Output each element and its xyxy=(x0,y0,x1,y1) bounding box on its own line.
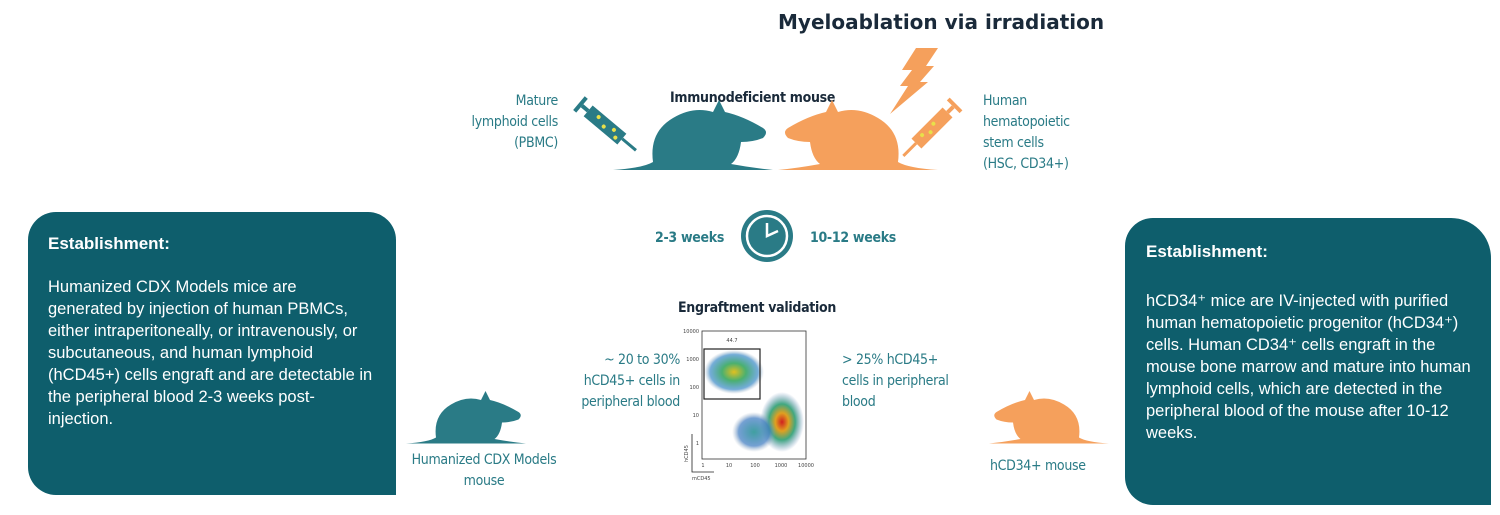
x-tick: 100 xyxy=(750,463,760,469)
x-tick: 10 xyxy=(726,463,732,469)
mature-lymphoid-label: Mature lymphoid cells (PBMC) xyxy=(440,91,559,154)
box-heading: Establishment: xyxy=(48,234,170,253)
label-line: (HSC, CD34+) xyxy=(983,156,1069,172)
timeline-left: 2-3 weeks xyxy=(655,230,725,246)
x-tick: 1000 xyxy=(775,463,788,469)
syringe-orange-icon xyxy=(902,97,963,157)
lightning-icon xyxy=(890,48,938,114)
y-axis-label: hCD45 xyxy=(684,445,690,462)
flow-cytometry-plot: 44.7 10000 1000 100 10 1 1 10 100 1000 1… xyxy=(683,329,814,482)
left-engraftment-note: ~ 20 to 30% hCD45+ cells in peripheral b… xyxy=(540,350,680,413)
box-heading: Establishment: xyxy=(1146,242,1268,261)
gate xyxy=(703,348,761,400)
note-line: cells in peripheral xyxy=(842,373,949,389)
label-line: mouse xyxy=(463,473,505,489)
hcd34-mouse-icon xyxy=(985,385,1113,445)
mouse-orange-icon xyxy=(778,92,938,172)
x-tick: 1 xyxy=(701,463,704,469)
box-text: Humanized CDX Models mice are generated … xyxy=(48,278,373,428)
syringe-teal-icon xyxy=(573,96,637,152)
right-engraftment-note: > 25% hCD45+ cells in peripheral blood xyxy=(842,350,949,413)
x-tick: 10000 xyxy=(798,463,814,469)
main-title: Myeloablation via irradiation xyxy=(778,10,1105,34)
label-line: lymphoid cells xyxy=(471,114,559,130)
note-line: ~ 20 to 30% xyxy=(604,352,680,368)
hcd45-cluster xyxy=(704,350,764,394)
label-line: Mature xyxy=(515,93,559,109)
y-tick: 1000 xyxy=(686,357,699,363)
gate-value: 44.7 xyxy=(726,338,737,344)
hsc-label: Human hematopoietic stem cells (HSC, CD3… xyxy=(983,91,1070,175)
x-axis-label: mCD45 xyxy=(692,476,711,482)
y-tick: 100 xyxy=(689,385,699,391)
right-establishment-box: Establishment: hCD34⁺ mice are IV-inject… xyxy=(1125,218,1491,505)
note-line: > 25% hCD45+ xyxy=(842,352,939,368)
engraftment-title: Engraftment validation xyxy=(678,300,837,316)
timeline-right: 10-12 weeks xyxy=(810,230,896,246)
y-tick: 10000 xyxy=(683,329,699,335)
immunodeficient-mouse-label: Immunodeficient mouse xyxy=(670,90,836,106)
label-line: stem cells xyxy=(983,135,1044,151)
label-line: Humanized CDX Models xyxy=(411,452,557,468)
y-tick: 10 xyxy=(693,413,699,419)
hcd34-mouse-label: hCD34+ mouse xyxy=(990,458,1086,474)
label-line: Human xyxy=(983,93,1027,109)
mouse-teal-icon xyxy=(613,92,773,172)
label-line: hematopoietic xyxy=(983,114,1070,130)
box-text: hCD34⁺ mice are IV-injected with purifie… xyxy=(1146,292,1471,442)
left-establishment-box: Establishment: Humanized CDX Models mice… xyxy=(28,212,396,495)
note-line: hCD45+ cells in xyxy=(583,373,681,389)
humanized-mouse-icon xyxy=(402,385,530,445)
clock-icon xyxy=(741,210,793,262)
double-cluster xyxy=(732,412,776,452)
note-line: peripheral blood xyxy=(581,394,680,410)
note-line: blood xyxy=(842,394,876,410)
y-tick: 1 xyxy=(696,441,699,447)
humanized-mouse-label: Humanized CDX Models mouse xyxy=(400,450,568,492)
label-line: (PBMC) xyxy=(514,135,558,151)
